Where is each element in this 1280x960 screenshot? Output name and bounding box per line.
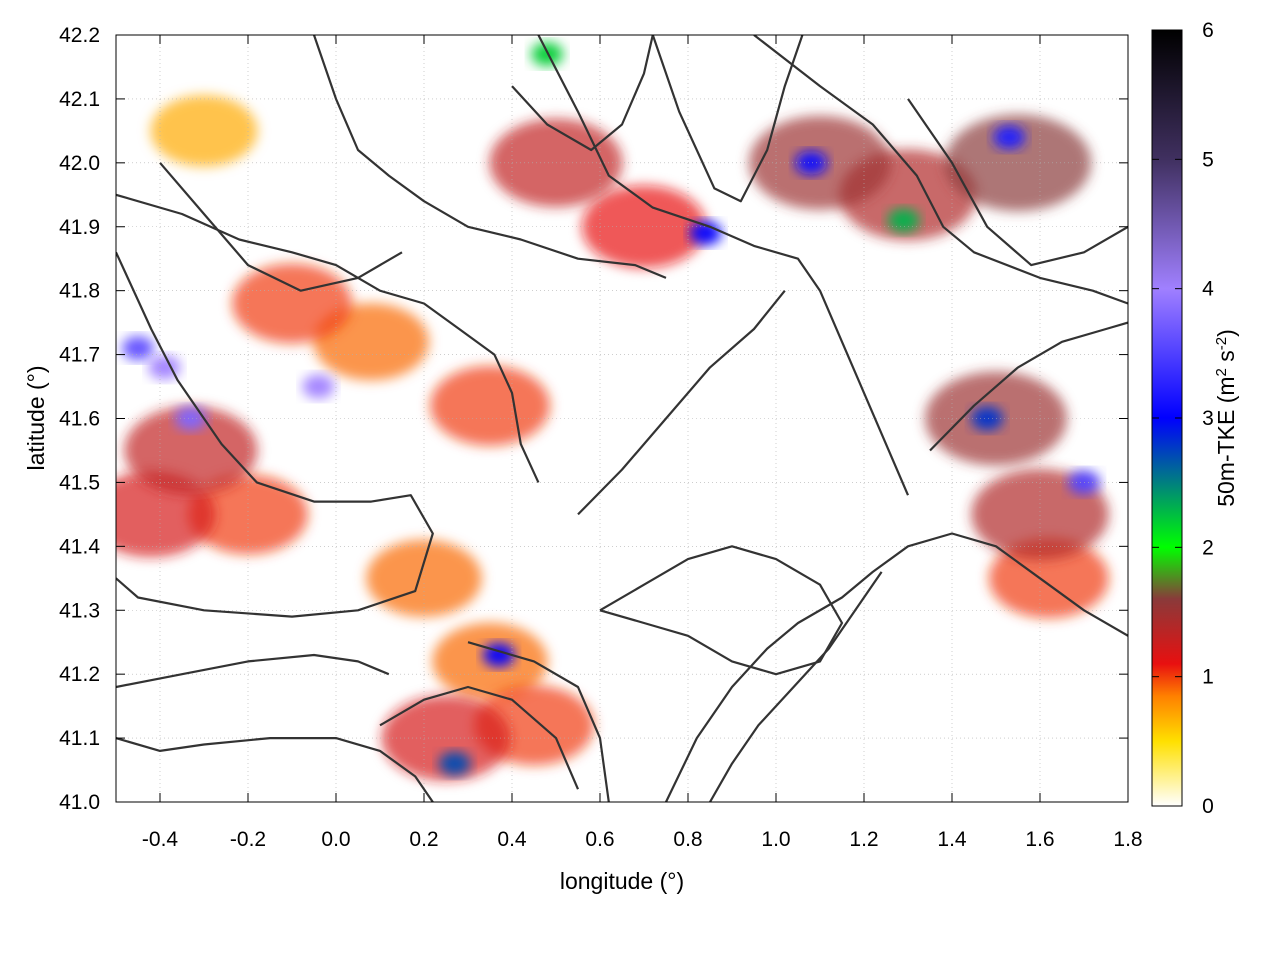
colorbar-title: 50m-TKE (m2 s-2) [1213,329,1240,507]
tke-hotspot [438,751,471,776]
y-axis-title: latitude (°) [23,365,49,470]
x-axis: -0.4 -0.2 0.0 0.2 0.4 0.6 0.8 1.0 1.2 1.4 1.6 1.8 [142,35,1143,851]
heat-layer [116,42,1109,781]
tke-hotspot [122,336,154,361]
colorbar-tick-label: 0 [1202,795,1214,818]
y-tick-label: 41.8 [59,280,100,303]
terrain-contour [651,35,804,203]
tke-hotspot [150,95,258,167]
terrain-contour [599,545,844,676]
colorbar-title-main: 50m-TKE (m [1213,376,1239,506]
tke-hotspot [689,221,722,246]
x-tick-label: 0.0 [321,828,350,851]
x-axis-title: longitude (°) [560,868,684,894]
terrain-contour [116,737,434,802]
colorbar-title-sup1: 2 [1213,368,1230,376]
tke-hotspot [993,125,1026,150]
y-axis: 41.0 41.1 41.2 41.3 41.4 41.5 41.6 41.7 41.8 41.9… [59,24,1128,814]
tke-hotspot [174,406,207,431]
terrain-contour [511,35,654,152]
tke-hotspot [124,406,258,495]
colorbar-ticks: 0 1 2 3 4 5 6 [1152,19,1214,818]
terrain-contour [537,35,910,496]
colorbar-tick-label: 2 [1202,536,1214,559]
colorbar-title-sup2: -2 [1213,337,1230,350]
tke-hotspot [887,208,920,233]
terrain-contour [753,35,1128,305]
x-tick-label: 1.0 [761,828,790,851]
colorbar-tick-label: 6 [1202,19,1214,42]
colorbar-tick-label: 5 [1202,148,1214,171]
y-tick-label: 42.2 [59,24,100,47]
tke-hotspot [971,406,1004,431]
y-tick-label: 41.2 [59,663,100,686]
tke-hotspot [944,114,1092,212]
y-tick-label: 41.9 [59,216,100,239]
x-tick-label: 1.6 [1025,828,1054,851]
terrain-contour [929,321,1128,452]
colorbar-tick-label: 3 [1202,407,1214,430]
tke-hotspot [795,150,828,175]
terrain-contour [907,98,1128,267]
terrain-contour [467,641,610,802]
colorbar-tick-label: 4 [1202,278,1214,301]
y-tick-label: 41.6 [59,408,100,431]
y-tick-label: 42.1 [59,88,100,111]
x-tick-label: 0.2 [409,828,438,851]
tke-hotspot [232,263,352,344]
y-tick-label: 41.0 [59,791,100,814]
terrain-contour [116,653,390,689]
terrain-contour [665,532,1128,802]
tke-hotspot [302,374,335,399]
terrain-contour [379,685,580,790]
tke-hotspot [988,538,1109,619]
x-tick-label: 1.2 [849,828,878,851]
x-tick-label: 1.8 [1113,828,1142,851]
tke-hotspot [188,474,308,555]
x-tick-label: 0.6 [585,828,614,851]
tke-hotspot [430,365,550,446]
x-tick-label: -0.2 [230,828,266,851]
colorbar-title-end: ) [1213,329,1239,337]
colorbar-title-mid: s [1213,350,1239,368]
y-tick-label: 41.4 [59,535,100,558]
x-tick-label: -0.4 [142,828,179,851]
y-tick-label: 41.1 [59,727,100,750]
terrain-contour [159,162,403,292]
terrain-contour [709,571,883,802]
x-tick-label: 1.4 [937,828,967,851]
terrain-contour [116,251,434,618]
x-tick-label: 0.4 [497,828,527,851]
terrain-contour [312,35,667,279]
contour-layer [116,35,1128,802]
y-tick-label: 41.7 [59,344,100,367]
y-tick-label: 41.5 [59,471,100,494]
y-tick-label: 42.0 [59,152,100,175]
x-tick-label: 0.8 [673,828,702,851]
tke-hotspot [381,695,511,781]
plot-area [115,34,1129,803]
terrain-contour [116,193,540,483]
terrain-contour [577,290,786,516]
tke-hotspot [148,355,181,380]
y-tick-label: 41.3 [59,599,100,622]
colorbar-tick-label: 1 [1202,666,1214,689]
